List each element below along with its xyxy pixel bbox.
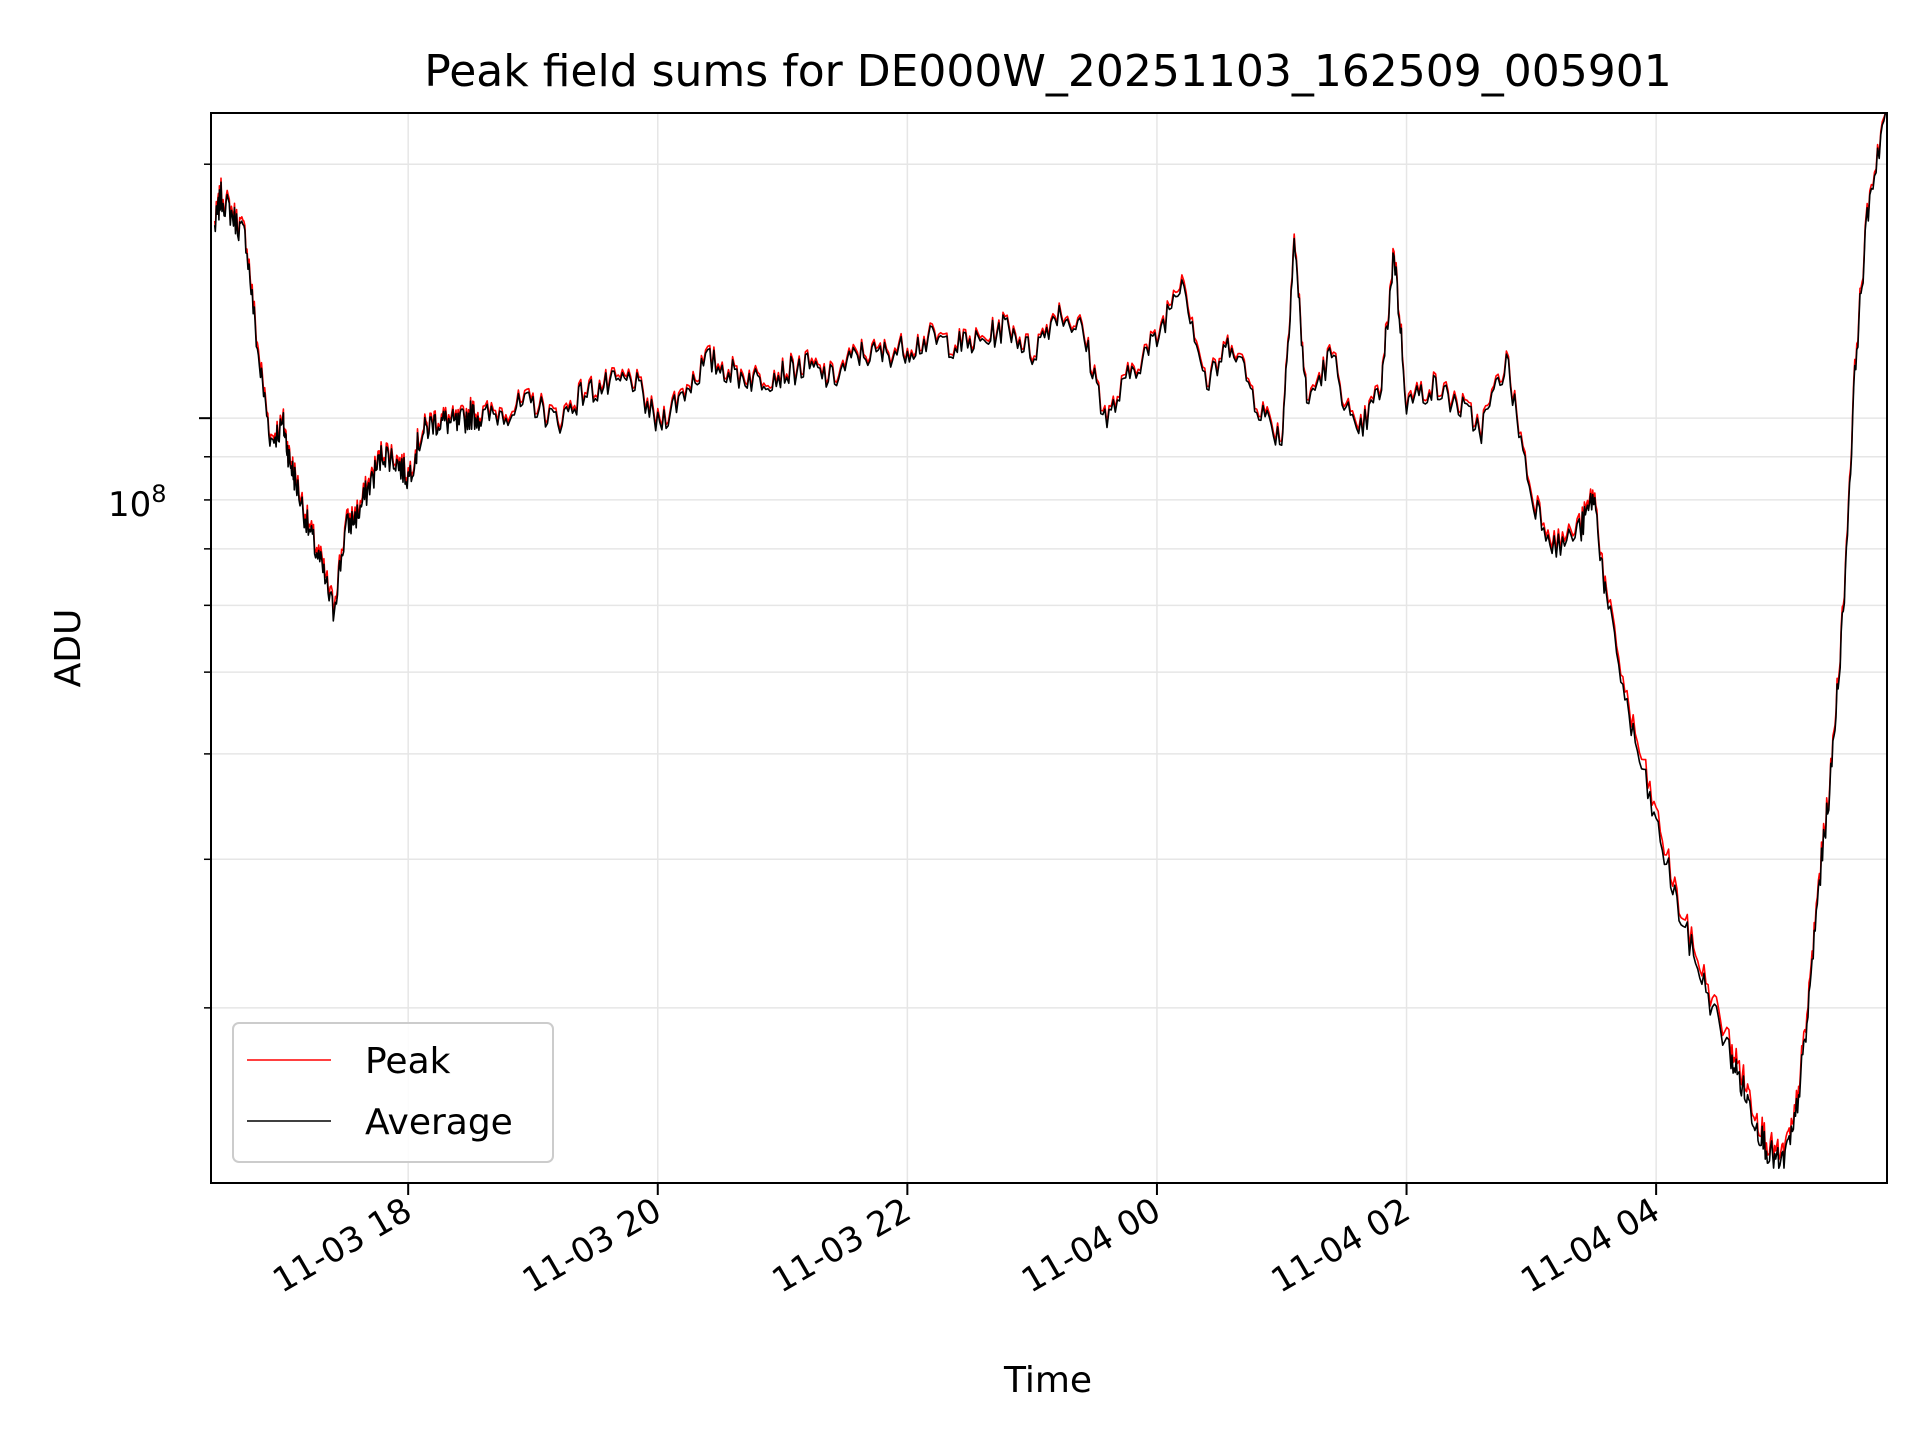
y-axis-label: ADU bbox=[48, 609, 89, 688]
legend-box bbox=[232, 1022, 554, 1163]
x-axis-label: Time bbox=[1003, 1360, 1092, 1401]
legend: Peak Average bbox=[232, 1022, 554, 1163]
y-tick-label-1e8: 108 bbox=[108, 480, 167, 525]
legend-label-peak: Peak bbox=[365, 1041, 451, 1082]
plot-frame bbox=[210, 112, 1888, 1184]
legend-label-average: Average bbox=[365, 1102, 513, 1143]
series-line-average bbox=[213, 112, 1887, 1169]
series-line-peak bbox=[213, 112, 1887, 1161]
chart-title: Peak field sums for DE000W_20251103_1625… bbox=[424, 46, 1672, 97]
plot-lines bbox=[213, 112, 1887, 1169]
